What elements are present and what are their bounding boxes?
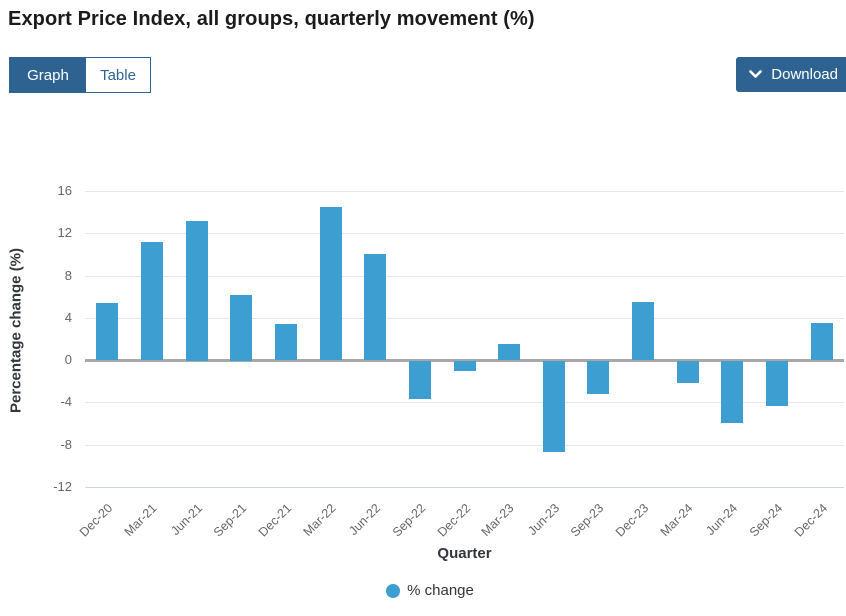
x-tick-label: Dec-23: [612, 501, 651, 540]
y-tick-label: 16: [57, 183, 72, 198]
bar-Sep-21[interactable]: [230, 295, 252, 361]
tab-table[interactable]: Table: [86, 58, 150, 92]
y-tick-label: 4: [64, 310, 72, 325]
chevron-down-icon: [749, 70, 763, 79]
legend-label: % change: [407, 582, 474, 599]
gridline: [85, 191, 844, 192]
bar-Dec-24[interactable]: [811, 323, 833, 360]
x-tick-label: Jun-23: [525, 501, 562, 538]
y-tick-label: 0: [64, 352, 72, 367]
page-title: Export Price Index, all groups, quarterl…: [8, 8, 535, 30]
bar-Mar-24[interactable]: [677, 361, 699, 383]
x-tick-label: Jun-24: [703, 501, 740, 538]
x-tick-label: Sep-22: [389, 501, 428, 540]
bar-Jun-22[interactable]: [364, 254, 386, 360]
bar-Mar-21[interactable]: [141, 242, 163, 360]
x-tick-label: Dec-21: [255, 501, 294, 540]
y-axis-title: Percentage change (%): [7, 247, 25, 414]
gridline: [85, 402, 844, 403]
gridline: [85, 276, 844, 277]
gridline: [85, 445, 844, 446]
download-button[interactable]: Download: [736, 57, 846, 92]
x-tick-label: Mar-23: [479, 501, 517, 539]
bar-Jun-21[interactable]: [186, 221, 208, 361]
x-tick-label: Dec-24: [791, 501, 830, 540]
x-tick-label: Jun-21: [168, 501, 205, 538]
tab-graph[interactable]: Graph: [10, 58, 86, 92]
bar-Dec-20[interactable]: [96, 303, 118, 360]
bar-Dec-23[interactable]: [632, 302, 654, 360]
y-tick-label: 8: [64, 268, 72, 283]
x-tick-label: Sep-23: [567, 501, 606, 540]
y-tick-label: -4: [60, 394, 72, 409]
bar-Sep-24[interactable]: [766, 361, 788, 406]
bar-Sep-22[interactable]: [409, 361, 431, 399]
x-tick-label: Mar-24: [658, 501, 696, 539]
x-tick-label: Sep-24: [746, 501, 785, 540]
x-tick-label: Dec-22: [434, 501, 473, 540]
y-tick-label: 12: [57, 225, 72, 240]
bar-Mar-22[interactable]: [320, 207, 342, 360]
bar-Sep-23[interactable]: [587, 361, 609, 394]
x-axis-title: Quarter: [437, 545, 492, 562]
legend-item[interactable]: % change: [0, 582, 846, 599]
zero-axis-line: [85, 359, 844, 362]
gridline: [85, 487, 844, 488]
plot-area: [85, 170, 844, 492]
bar-Dec-21[interactable]: [275, 324, 297, 360]
y-tick-label: -8: [60, 437, 72, 452]
bar-Mar-23[interactable]: [498, 344, 520, 360]
bar-Jun-24[interactable]: [721, 361, 743, 423]
x-tick-label: Mar-22: [301, 501, 339, 539]
x-tick-label: Jun-22: [346, 501, 383, 538]
x-tick-label: Mar-21: [122, 501, 160, 539]
x-tick-label: Sep-21: [210, 501, 249, 540]
bar-Dec-22[interactable]: [454, 361, 476, 371]
x-tick-label: Dec-20: [76, 501, 115, 540]
view-toggle: Graph Table: [9, 57, 151, 93]
y-tick-label: -12: [53, 479, 72, 494]
gridline: [85, 233, 844, 234]
gridline: [85, 318, 844, 319]
bar-Jun-23[interactable]: [543, 361, 565, 452]
legend-marker-icon: [386, 583, 401, 598]
download-button-label: Download: [771, 66, 838, 83]
